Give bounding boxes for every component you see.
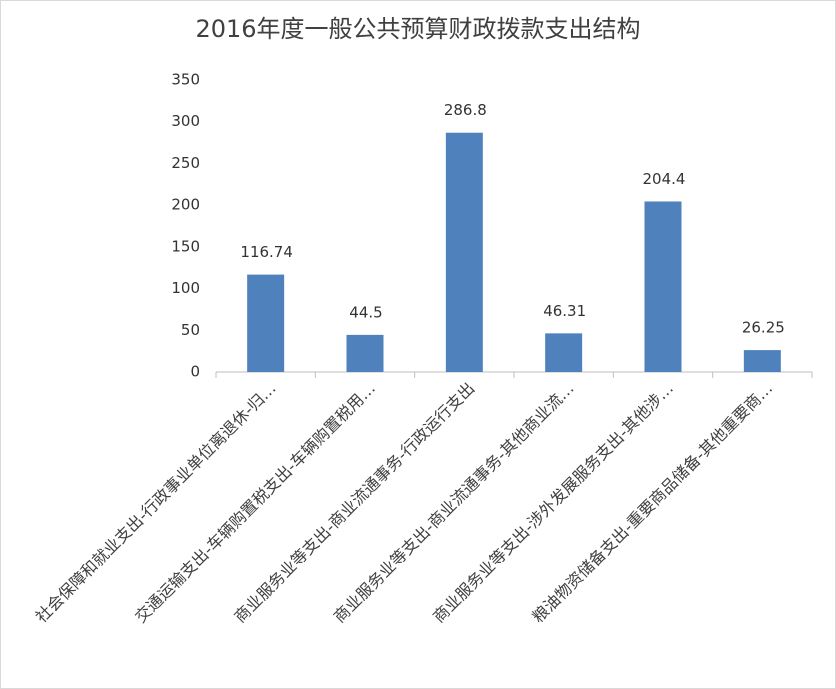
value-label: 26.25 [742, 319, 785, 337]
y-tick-label: 200 [171, 196, 200, 214]
y-tick-label: 350 [171, 71, 200, 89]
y-tick-label: 50 [181, 321, 200, 339]
bar [743, 350, 781, 372]
bar [346, 334, 384, 372]
y-tick-label: 150 [171, 237, 200, 255]
value-label: 44.5 [349, 303, 382, 321]
value-label: 204.4 [643, 170, 686, 188]
y-tick-label: 0 [190, 363, 200, 381]
bar [545, 333, 583, 372]
chart-title: 2016年度一般公共预算财政拨款支出结构 [195, 15, 640, 43]
bar [247, 274, 285, 372]
y-tick-label: 300 [171, 112, 200, 130]
bar [445, 132, 483, 372]
bar [644, 201, 682, 372]
y-tick-label: 100 [171, 279, 200, 297]
value-label: 286.8 [444, 101, 487, 119]
value-label: 46.31 [543, 302, 586, 320]
value-label: 116.74 [240, 243, 293, 261]
y-tick-label: 250 [171, 154, 200, 172]
